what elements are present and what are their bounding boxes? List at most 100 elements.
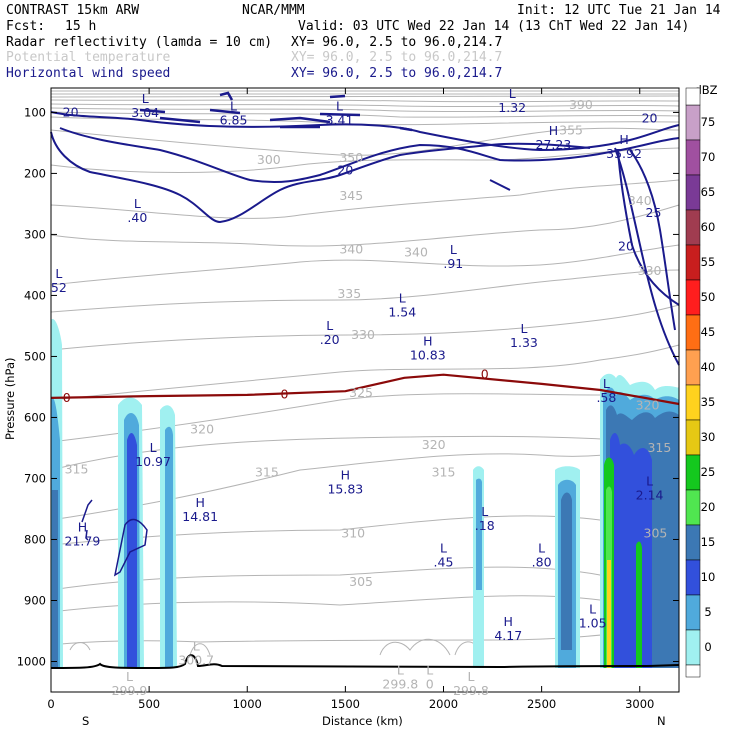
- fcst-value: 15 h: [65, 19, 96, 34]
- wind-contour-label: 25: [646, 205, 662, 220]
- reflectivity-shading: [51, 319, 679, 668]
- extremum-type: L: [397, 663, 404, 678]
- theta-contour-label: 305: [349, 574, 373, 589]
- colorbar-swatch: [685, 139, 701, 176]
- extremum-value: .80: [532, 555, 552, 570]
- wind-contour-label: 0: [481, 367, 489, 382]
- wind-lowlevel-contours: [81, 499, 148, 577]
- colorbar-label: 30: [701, 430, 716, 444]
- colorbar-label: 65: [701, 185, 716, 199]
- extremum-type: L: [150, 440, 157, 455]
- extremum-type: H: [504, 614, 513, 629]
- theta-contour-label: 320: [190, 422, 214, 437]
- extremum-type: L: [440, 541, 447, 556]
- y-tick-label: 300: [24, 227, 46, 241]
- x-tick-label: 1000: [233, 697, 262, 711]
- extremum-value: 1.33: [510, 335, 538, 350]
- wind-contour-label: 20: [618, 239, 634, 254]
- extremum-value: 27.23: [536, 137, 572, 152]
- field-2-xy: XY= 96.0, 2.5 to 96.0,214.7: [291, 50, 502, 65]
- colorbar-swatch: [685, 349, 701, 386]
- y-axis-title: Pressure (hPa): [3, 358, 17, 441]
- terrain-line: [50, 654, 680, 669]
- colorbar-swatch: [685, 559, 701, 596]
- plot-frame: [50, 87, 680, 693]
- colorbar-swatch: [685, 279, 701, 316]
- colorbar-swatch: [685, 454, 701, 491]
- theta-contour-label: 315: [432, 464, 456, 479]
- extremum-value: 6.85: [220, 112, 248, 127]
- colorbar-label: 50: [701, 290, 716, 304]
- colorbar-label: 15: [701, 535, 716, 549]
- wind-jet-core: [139, 91, 413, 132]
- wind-contour-labels: 20 20 20 25 20 0 0 0: [63, 104, 662, 405]
- extremum-value: .91: [443, 256, 463, 271]
- extremum-value: 4.17: [494, 628, 522, 643]
- colorbar-unit: dBZ: [694, 83, 717, 97]
- model-title: CONTRAST 15km ARW: [6, 3, 139, 18]
- extremum-value: 10.83: [410, 347, 446, 362]
- colorbar-swatch: [685, 489, 701, 526]
- colorbar-label: 20: [701, 500, 716, 514]
- wind-contour-label: 0: [281, 386, 289, 401]
- colorbar-swatch: [685, 419, 701, 456]
- extremum-type: L: [326, 318, 333, 333]
- colorbar-swatch: [685, 314, 701, 351]
- x-tick-label: 3000: [625, 697, 654, 711]
- extremum-type: H: [341, 468, 350, 483]
- colorbar-label: 40: [701, 360, 716, 374]
- x-axis-title: Distance (km): [322, 714, 403, 728]
- colorbar-swatch: [685, 594, 701, 631]
- theta-contour-label: 330: [351, 327, 375, 342]
- extremum-type: L: [450, 242, 457, 257]
- colorbar-label: 10: [701, 570, 716, 584]
- colorbar-label: 60: [701, 220, 716, 234]
- y-tick-label: 800: [24, 532, 46, 546]
- extremum-value: 3.04: [131, 105, 159, 120]
- colorbar-label: 0: [704, 640, 711, 654]
- y-tick-label: 600: [24, 410, 46, 424]
- extremum-type: L: [509, 86, 516, 101]
- theta-contour-label: 310: [341, 525, 365, 540]
- theta-contour-label: 315: [647, 440, 671, 455]
- fcst-label: Fcst:: [6, 19, 45, 34]
- colorbar-swatch: [685, 384, 701, 421]
- wind-contour-label: 20: [63, 104, 79, 119]
- extremum-type: L: [134, 196, 141, 211]
- theta-contour-label: 345: [339, 188, 363, 203]
- y-tick-label: 1000: [17, 654, 46, 668]
- extremum-type: L: [538, 541, 545, 556]
- extremum-value: 0: [426, 677, 434, 692]
- extremum-type: L: [142, 91, 149, 106]
- y-tick-label: 100: [24, 105, 46, 119]
- extremum-value: 14.81: [182, 509, 218, 524]
- colorbar-swatch: [685, 524, 701, 561]
- theta-contour-label: 315: [255, 464, 279, 479]
- extremum-value: 1.32: [498, 100, 526, 115]
- colorbar-bottom-cap: [685, 664, 701, 678]
- colorbar-label: 45: [701, 325, 716, 339]
- colorbar-swatch: [685, 244, 701, 281]
- extremum-value: 3.41: [326, 112, 354, 127]
- extremum-value: 15.83: [327, 482, 363, 497]
- extremum-value: 1.54: [388, 305, 416, 320]
- theta-contour-label: 320: [636, 397, 660, 412]
- colorbar-label: 35: [701, 395, 716, 409]
- theta-contour-label: 340: [404, 245, 428, 260]
- theta-contour-label: 355: [559, 123, 583, 138]
- colorbar-label: 55: [701, 255, 716, 269]
- extremum-value: .20: [320, 332, 340, 347]
- theta-contour-label: 335: [337, 286, 361, 301]
- extremum-type: L: [520, 321, 527, 336]
- extremum-value: .18: [475, 518, 495, 533]
- extremum-value: 1.05: [579, 616, 607, 631]
- extremum-value: 2.14: [636, 488, 664, 503]
- x-tick-label: 1500: [331, 697, 360, 711]
- y-tick-label: 500: [24, 349, 46, 363]
- extremum-type: L: [230, 98, 237, 113]
- extremum-value: 300.7: [178, 652, 214, 667]
- extremum-type: L: [481, 504, 488, 519]
- extremum-type: L: [646, 474, 653, 489]
